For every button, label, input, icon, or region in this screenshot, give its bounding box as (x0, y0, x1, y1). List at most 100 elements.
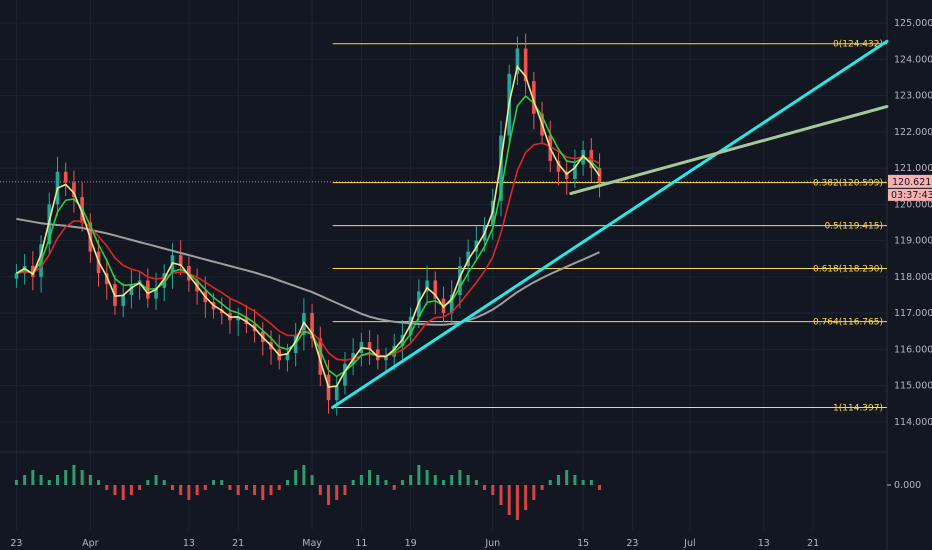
chart-grid (0, 0, 888, 550)
histogram-bar (573, 475, 577, 485)
histogram-bar (540, 485, 544, 490)
histogram-bar (253, 485, 257, 495)
time-tick-label: 23 (10, 538, 22, 549)
price-tick-label: 120.000 (894, 199, 932, 210)
price-tick-label: 118.000 (894, 272, 932, 283)
histogram-bar (400, 480, 404, 485)
indicator-lines (15, 64, 601, 388)
time-tick-label: 11 (355, 538, 367, 549)
histogram-bar (212, 480, 216, 485)
histogram-bar (113, 485, 117, 495)
candle-body (433, 280, 438, 299)
sma-long-line (16, 217, 600, 326)
histogram-bar (88, 475, 92, 485)
candle-body (556, 160, 561, 172)
histogram-bar (548, 480, 552, 485)
histogram-bar (491, 485, 495, 495)
price-tick-label: 123.000 (894, 91, 932, 102)
candle-body (178, 255, 183, 266)
candle-body (532, 81, 536, 114)
histogram-bar (39, 475, 43, 485)
candle-body (31, 266, 35, 277)
histogram-bar (14, 480, 18, 485)
ema-fast-line (15, 64, 601, 388)
histogram-bar (532, 485, 536, 500)
histogram-bar (302, 465, 306, 485)
histogram-bar (565, 470, 569, 485)
histogram-bar (483, 485, 487, 490)
histogram-bar (80, 470, 84, 485)
time-tick-label: 23 (626, 538, 638, 549)
time-tick-label: Jun (484, 538, 500, 549)
histogram-bar (203, 485, 207, 490)
histogram-bar (335, 485, 339, 500)
histogram-bar (598, 485, 602, 490)
histogram-zero-label: 0.000 (894, 480, 921, 491)
candle-body (318, 338, 323, 375)
fib-level-label: 0.382(120.599) (813, 179, 883, 189)
time-tick-label: Jul (683, 538, 695, 549)
time-tick-label: 15 (577, 538, 589, 549)
price-tick-label: 121.000 (894, 163, 932, 174)
candle-body (499, 135, 503, 201)
histogram-bar (524, 485, 528, 510)
candle-body (449, 295, 454, 314)
price-tick-label: 119.000 (894, 236, 932, 247)
fib-level-label: 1(114.397) (833, 403, 883, 413)
histogram-bar (515, 485, 519, 520)
price-tick-label: 122.000 (894, 127, 932, 138)
histogram-bar (162, 480, 166, 485)
histogram-bar (474, 480, 478, 485)
histogram-bar (129, 485, 133, 495)
candle-body (515, 48, 520, 74)
histogram-bar (23, 475, 27, 485)
histogram-bar (47, 480, 51, 485)
price-tick-label: 116.000 (894, 344, 932, 355)
histogram-bar (417, 465, 421, 485)
histogram-bar (277, 485, 281, 490)
candle-body (129, 284, 134, 295)
histogram-bar (392, 485, 396, 490)
candle-body (310, 313, 314, 339)
histogram-bar (343, 485, 347, 495)
oscillator-histogram: 0.000 (14, 465, 921, 520)
histogram-bar (244, 485, 248, 490)
candle-body (162, 273, 167, 288)
candle-body (334, 385, 339, 401)
fib-level-label: 0.5(119.415) (824, 222, 883, 232)
candle-body (367, 342, 372, 350)
histogram-bar (261, 485, 265, 500)
fib-level-label: 0.764(116.765) (813, 318, 883, 328)
histogram-bar (236, 485, 240, 495)
candlestick-series (14, 33, 602, 416)
price-tick-label: 114.000 (894, 417, 932, 428)
histogram-bar (442, 480, 445, 485)
time-tick-label: 21 (807, 538, 819, 549)
candle-body (285, 353, 290, 361)
histogram-bar (581, 480, 585, 485)
histogram-bar (450, 475, 454, 485)
histogram-bar (195, 485, 199, 495)
time-tick-label: May (302, 538, 322, 549)
time-tick-label: 13 (758, 538, 770, 549)
histogram-bar (507, 485, 511, 515)
price-tick-label: 117.000 (894, 308, 932, 319)
histogram-bar (138, 485, 142, 490)
histogram-bar (55, 475, 59, 485)
histogram-bar (170, 485, 174, 490)
histogram-bar (31, 470, 35, 485)
candle-body (564, 171, 569, 179)
candle-body (104, 273, 109, 285)
histogram-bar (318, 485, 322, 495)
histogram-bar (64, 470, 68, 485)
ema-slow-line (16, 142, 600, 362)
candle-body (154, 287, 158, 299)
histogram-bar (187, 485, 191, 500)
histogram-bar (589, 480, 593, 485)
time-tick-label: Apr (82, 538, 99, 549)
histogram-bar (97, 480, 101, 485)
candle-body (236, 316, 240, 321)
histogram-bar (105, 485, 109, 490)
histogram-bar (466, 475, 470, 485)
